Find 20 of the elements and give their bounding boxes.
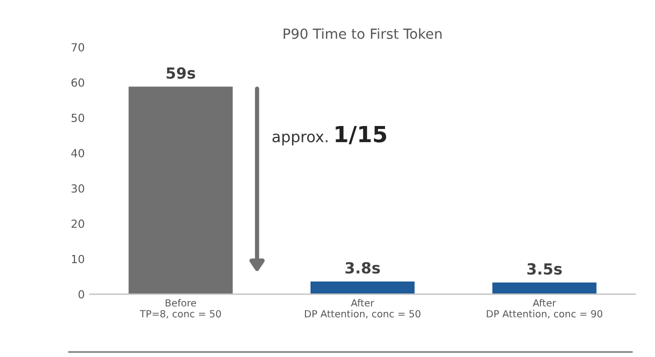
y-tick-label: 60 bbox=[72, 78, 84, 87]
bar bbox=[127, 85, 234, 294]
x-tick-label: Before TP=8, conc = 50 bbox=[140, 299, 221, 318]
chart-title: P90 Time to First Token bbox=[284, 28, 442, 39]
y-tick-label: 50 bbox=[72, 114, 84, 122]
annotation: approx. bbox=[272, 134, 328, 146]
x-tick-label: After DP Attention, conc = 90 bbox=[486, 299, 602, 318]
bar bbox=[490, 281, 598, 294]
bar bbox=[309, 280, 416, 294]
data-label: 3.8s bbox=[345, 262, 380, 274]
x-tick-label: After DP Attention, conc = 50 bbox=[305, 299, 420, 318]
y-tick-label: 70 bbox=[72, 43, 84, 52]
y-tick-label: 10 bbox=[72, 254, 84, 264]
y-tick-label: 0 bbox=[78, 290, 84, 299]
y-tick-label: 30 bbox=[72, 184, 84, 193]
data-label: 59s bbox=[166, 67, 196, 79]
data-label: 3.5s bbox=[527, 263, 562, 275]
y-tick-label: 20 bbox=[72, 220, 84, 228]
y-tick-label: 40 bbox=[71, 148, 84, 158]
annotation: 1/15 bbox=[336, 126, 386, 144]
